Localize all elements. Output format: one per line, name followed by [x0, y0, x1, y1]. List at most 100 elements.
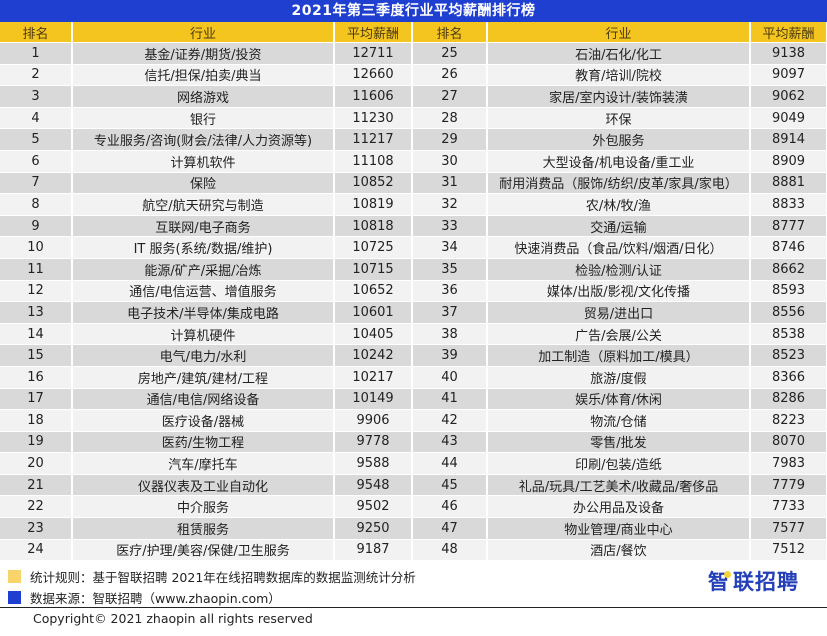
- right-salary-cell: 8777: [750, 215, 827, 238]
- notes: 统计规则：基于智联招聘 2021年在线招聘数据库的数据监测统计分析 数据来源：智…: [8, 566, 416, 608]
- right-salary-cell: 8881: [750, 172, 827, 195]
- right-salary-cell: 7733: [750, 495, 827, 519]
- left-industry-cell: 专业服务/咨询(财会/法律/人力资源等): [72, 128, 335, 151]
- table-body: 1 基金/证券/期货/投资 12711 25 石油/石化/化工 9138 2 信托/担保/拍卖…: [0, 42, 827, 562]
- right-rank-cell: 33: [412, 215, 488, 238]
- right-industry-cell: 农/林/牧/渔: [487, 193, 751, 216]
- left-industry-cell: 医疗/护理/美容/保健/卫生服务: [72, 539, 335, 562]
- left-rank-cell: 5: [0, 128, 73, 151]
- right-salary-cell: 9138: [750, 42, 827, 65]
- left-industry-cell: 医疗设备/器械: [72, 409, 335, 432]
- right-industry-cell: 零售/批发: [487, 431, 751, 454]
- right-industry-cell: 石油/石化/化工: [487, 42, 751, 65]
- table-row: 11 能源/矿产/采掘/冶炼 10715 35 检验/检测/认证 8662: [0, 258, 827, 281]
- left-industry-cell: 能源/矿产/采掘/冶炼: [72, 258, 335, 281]
- note-rule: 统计规则：基于智联招聘 2021年在线招聘数据库的数据监测统计分析: [8, 566, 416, 587]
- right-salary-cell: 8909: [750, 150, 827, 173]
- left-rank-cell: 8: [0, 193, 73, 216]
- left-rank-cell: 7: [0, 172, 73, 195]
- left-rank-cell: 10: [0, 236, 73, 259]
- right-rank-cell: 46: [412, 495, 488, 519]
- right-industry-cell: 物流/仓储: [487, 409, 751, 432]
- right-industry-cell: 印刷/包装/造纸: [487, 452, 751, 475]
- left-industry-cell: 基金/证券/期货/投资: [72, 42, 335, 65]
- left-rank-cell: 23: [0, 517, 73, 540]
- right-salary-cell: 7779: [750, 474, 827, 497]
- right-salary-cell: 8366: [750, 366, 827, 389]
- right-rank-cell: 36: [412, 280, 488, 303]
- left-salary-cell: 11606: [334, 85, 413, 108]
- header-salary-right: 平均薪酬: [750, 22, 827, 43]
- left-industry-cell: 计算机软件: [72, 150, 335, 173]
- left-rank-cell: 2: [0, 64, 73, 87]
- table-row: 8 航空/航天研究与制造 10819 32 农/林/牧/渔 8833: [0, 193, 827, 216]
- right-rank-cell: 44: [412, 452, 488, 475]
- table-row: 5 专业服务/咨询(财会/法律/人力资源等) 11217 29 外包服务 8914: [0, 128, 827, 151]
- yellow-square-icon: [8, 570, 21, 583]
- left-industry-cell: 网络游戏: [72, 85, 335, 108]
- left-industry-cell: 仪器仪表及工业自动化: [72, 474, 335, 497]
- table-header-row: 排名 行业 平均薪酬 排名 行业 平均薪酬: [0, 22, 827, 43]
- left-salary-cell: 10405: [334, 323, 413, 346]
- left-rank-cell: 12: [0, 280, 73, 303]
- table-row: 17 通信/电信/网络设备 10149 41 娱乐/体育/休闲 8286: [0, 388, 827, 411]
- left-rank-cell: 4: [0, 107, 73, 130]
- table-row: 12 通信/电信运营、增值服务 10652 36 媒体/出版/影视/文化传播 8593: [0, 280, 827, 303]
- right-industry-cell: 外包服务: [487, 128, 751, 151]
- left-industry-cell: 银行: [72, 107, 335, 130]
- right-industry-cell: 加工制造（原料加工/模具）: [487, 344, 751, 367]
- right-rank-cell: 34: [412, 236, 488, 259]
- header-rank-right: 排名: [412, 22, 488, 43]
- table-row: 18 医疗设备/器械 9906 42 物流/仓储 8223: [0, 409, 827, 432]
- right-industry-cell: 旅游/度假: [487, 366, 751, 389]
- right-rank-cell: 29: [412, 128, 488, 151]
- left-salary-cell: 10819: [334, 193, 413, 216]
- right-salary-cell: 8833: [750, 193, 827, 216]
- left-salary-cell: 10242: [334, 344, 413, 367]
- right-salary-cell: 7983: [750, 452, 827, 475]
- right-salary-cell: 8914: [750, 128, 827, 151]
- left-salary-cell: 9588: [334, 452, 413, 475]
- right-industry-cell: 贸易/进出口: [487, 301, 751, 324]
- left-salary-cell: 11230: [334, 107, 413, 130]
- right-industry-cell: 办公用品及设备: [487, 495, 751, 519]
- right-industry-cell: 媒体/出版/影视/文化传播: [487, 280, 751, 303]
- table-row: 3 网络游戏 11606 27 家居/室内设计/装饰装潢 9062: [0, 85, 827, 108]
- left-industry-cell: 信托/担保/拍卖/典当: [72, 64, 335, 87]
- note-rule-text: 统计规则：基于智联招聘 2021年在线招聘数据库的数据监测统计分析: [30, 570, 416, 585]
- header-salary-left: 平均薪酬: [334, 22, 413, 43]
- left-salary-cell: 10725: [334, 236, 413, 259]
- blue-square-icon: [8, 591, 21, 604]
- right-salary-cell: 8662: [750, 258, 827, 281]
- right-salary-cell: 9062: [750, 85, 827, 108]
- left-rank-cell: 13: [0, 301, 73, 324]
- left-salary-cell: 9187: [334, 539, 413, 562]
- header-industry-left: 行业: [72, 22, 335, 43]
- right-salary-cell: 8556: [750, 301, 827, 324]
- right-salary-cell: 9049: [750, 107, 827, 130]
- table-row: 23 租赁服务 9250 47 物业管理/商业中心 7577: [0, 517, 827, 540]
- left-industry-cell: 通信/电信/网络设备: [72, 388, 335, 411]
- right-rank-cell: 45: [412, 474, 488, 497]
- right-industry-cell: 环保: [487, 107, 751, 130]
- right-rank-cell: 37: [412, 301, 488, 324]
- left-rank-cell: 14: [0, 323, 73, 346]
- logo-rest: 联招聘: [733, 570, 799, 594]
- right-rank-cell: 27: [412, 85, 488, 108]
- left-rank-cell: 24: [0, 539, 73, 562]
- note-source: 数据来源：智联招聘（www.zhaopin.com）: [8, 587, 416, 608]
- table-row: 20 汽车/摩托车 9588 44 印刷/包装/造纸 7983: [0, 452, 827, 475]
- right-industry-cell: 大型设备/机电设备/重工业: [487, 150, 751, 173]
- right-salary-cell: 8523: [750, 344, 827, 367]
- right-rank-cell: 28: [412, 107, 488, 130]
- right-industry-cell: 交通/运输: [487, 215, 751, 238]
- left-salary-cell: 10852: [334, 172, 413, 195]
- table-row: 16 房地产/建筑/建材/工程 10217 40 旅游/度假 8366: [0, 366, 827, 389]
- table-row: 21 仪器仪表及工业自动化 9548 45 礼品/玩具/工艺美术/收藏品/奢侈品 7779: [0, 474, 827, 497]
- right-rank-cell: 26: [412, 64, 488, 87]
- table-row: 4 银行 11230 28 环保 9049: [0, 107, 827, 130]
- copyright: Copyright© 2021 zhaopin all rights reser…: [33, 611, 313, 626]
- right-rank-cell: 35: [412, 258, 488, 281]
- table-row: 13 电子技术/半导体/集成电路 10601 37 贸易/进出口 8556: [0, 301, 827, 324]
- left-industry-cell: 租赁服务: [72, 517, 335, 540]
